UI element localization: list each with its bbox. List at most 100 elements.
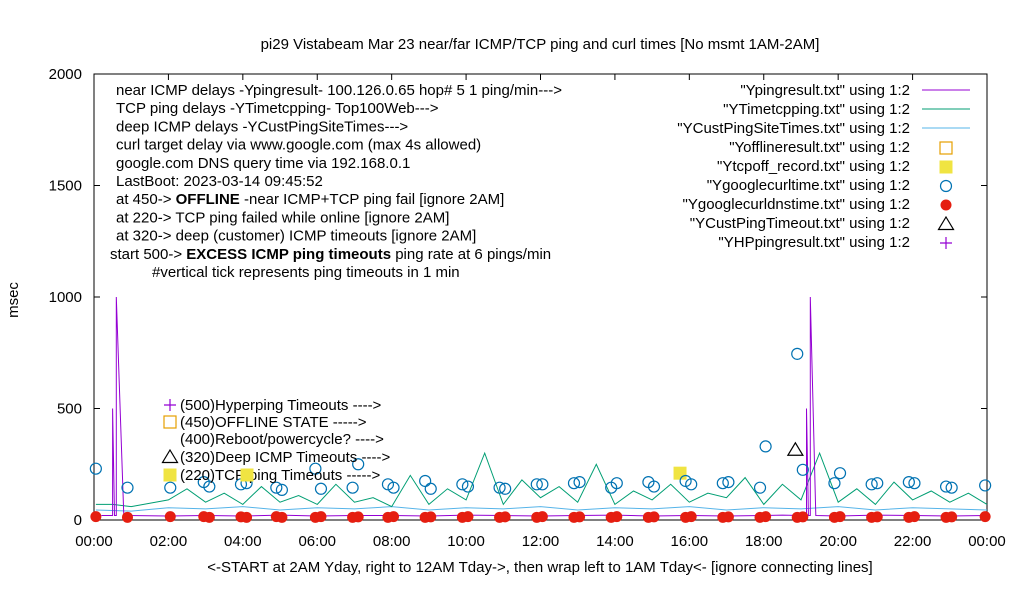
marker-key-symbol (164, 399, 176, 411)
legend-label: "Ytcpoff_record.txt" using 1:2 (717, 158, 910, 175)
data-point-6 (797, 511, 809, 523)
info-line: TCP ping delays -YTimetcpping- Top100Web… (116, 100, 439, 117)
legend-label: "Ygooglecurltime.txt" using 1:2 (707, 177, 910, 194)
legend-swatch (940, 199, 952, 211)
marker-key-symbol (163, 415, 177, 429)
data-point-6 (722, 511, 734, 523)
legend-swatch (939, 179, 953, 193)
data-point-6 (611, 511, 623, 523)
data-point-5 (314, 482, 328, 495)
x-tick-label: 00:00 (968, 533, 1006, 550)
data-point-5 (945, 481, 958, 494)
data-point-5 (753, 481, 767, 494)
data-point-6 (315, 511, 327, 523)
legend-swatch (937, 215, 955, 231)
data-point-5 (908, 477, 921, 490)
marker-key-label: (500)Hyperping Timeouts ----> (180, 397, 382, 414)
state-note-prefix: at 220-> TCP ping failed while online [i… (116, 209, 449, 226)
data-point-5 (275, 483, 289, 496)
x-axis-label: <-START at 2AM Yday, right to 12AM Tday-… (207, 559, 872, 576)
y-tick-label: 0 (74, 512, 82, 529)
info-line: curl target delay via www.google.com (ma… (116, 137, 481, 154)
data-point-6 (462, 511, 474, 523)
x-tick-label: 12:00 (522, 533, 560, 550)
state-note-bold: EXCESS ICMP ping timeouts (186, 246, 391, 263)
x-tick-label: 06:00 (298, 533, 336, 550)
data-point-6 (834, 511, 846, 523)
data-point-5 (387, 481, 400, 494)
series-line-1 (95, 451, 988, 508)
y-tick-label: 1000 (49, 289, 82, 306)
data-point-6 (164, 511, 176, 523)
data-point-6 (90, 511, 102, 523)
legend-label: "Yofflineresult.txt" using 1:2 (729, 139, 910, 156)
legend-label: "YCustPingSiteTimes.txt" using 1:2 (677, 120, 910, 137)
data-point-5 (203, 480, 216, 493)
data-point-6 (121, 511, 133, 523)
data-point-5 (530, 478, 543, 491)
data-point-6 (946, 511, 958, 523)
data-point-5 (121, 481, 134, 494)
annotations: near ICMP delays -Ypingresult- 100.126.0… (110, 82, 562, 484)
x-tick-label: 16:00 (671, 533, 709, 550)
legend-label: "YCustPingTimeout.txt" using 1:2 (690, 215, 910, 232)
marker-key-label: (400)Reboot/powercycle? ----> (180, 431, 384, 448)
data-point-5 (796, 463, 809, 476)
legend-label: "YHPpingresult.txt" using 1:2 (718, 234, 910, 251)
data-point-5 (871, 477, 884, 490)
state-note: at 220-> TCP ping failed while online [i… (116, 209, 449, 226)
chart-title: pi29 Vistabeam Mar 23 near/far ICMP/TCP … (261, 36, 820, 53)
data-point-5 (309, 462, 322, 475)
info-line: deep ICMP delays -YCustPingSiteTimes---> (116, 118, 408, 135)
legend-swatch (939, 160, 953, 174)
data-point-6 (871, 511, 883, 523)
info-line: near ICMP delays -Ypingresult- 100.126.0… (116, 82, 562, 99)
x-tick-label: 02:00 (150, 533, 188, 550)
state-note: at 320-> deep (customer) ICMP timeouts [… (116, 228, 476, 245)
data-point-5 (493, 481, 506, 494)
series-line-2 (95, 506, 988, 512)
data-point-7 (786, 441, 804, 456)
marker-key-symbol (161, 448, 179, 464)
data-point-5 (536, 478, 549, 491)
data-point-6 (685, 511, 697, 523)
data-point-4 (673, 466, 687, 480)
marker-key-label: (320)Deep ICMP Timeouts ----> (180, 449, 390, 466)
data-point-5 (573, 475, 586, 489)
data-point-6 (241, 511, 253, 523)
data-point-6 (979, 511, 991, 523)
data-point-5 (89, 462, 102, 475)
y-tick-label: 1500 (49, 178, 82, 195)
data-point-5 (499, 482, 512, 495)
data-point-5 (419, 474, 432, 488)
data-point-6 (908, 511, 920, 523)
info-line: LastBoot: 2023-03-14 09:45:52 (116, 173, 323, 190)
data-point-5 (716, 477, 729, 490)
series-line-0 (101, 296, 988, 517)
legend-label: "Ypingresult.txt" using 1:2 (740, 82, 910, 99)
data-point-5 (979, 479, 992, 492)
x-tick-label: 10:00 (447, 533, 485, 550)
tick-note: #vertical tick represents ping timeouts … (152, 264, 460, 281)
data-point-6 (276, 511, 288, 523)
x-tick-label: 00:00 (75, 533, 113, 550)
data-point-5 (610, 477, 623, 490)
data-point-5 (164, 481, 177, 494)
data-point-5 (939, 480, 953, 493)
data-point-5 (759, 440, 772, 453)
data-point-5 (456, 478, 469, 491)
state-note-suffix: -near ICMP+TCP ping fail [ignore 2AM] (240, 191, 504, 208)
x-tick-label: 08:00 (373, 533, 411, 550)
plot-area: 0 500 1000 1500 2000 00:00 02:00 04:00 06:00 08:0… (49, 66, 1006, 550)
marker-key-label: (220)TCP ping Timeouts -----> (180, 467, 380, 484)
data-point-5 (567, 477, 581, 490)
data-point-6 (425, 511, 437, 523)
state-note-prefix: at 320-> deep (customer) ICMP timeouts [… (116, 228, 476, 245)
state-note-bold: OFFLINE (176, 191, 240, 208)
y-tick-label: 500 (57, 401, 82, 418)
data-point-5 (461, 480, 475, 493)
state-note-prefix: start 500-> (110, 246, 186, 263)
data-point-5 (833, 467, 847, 480)
